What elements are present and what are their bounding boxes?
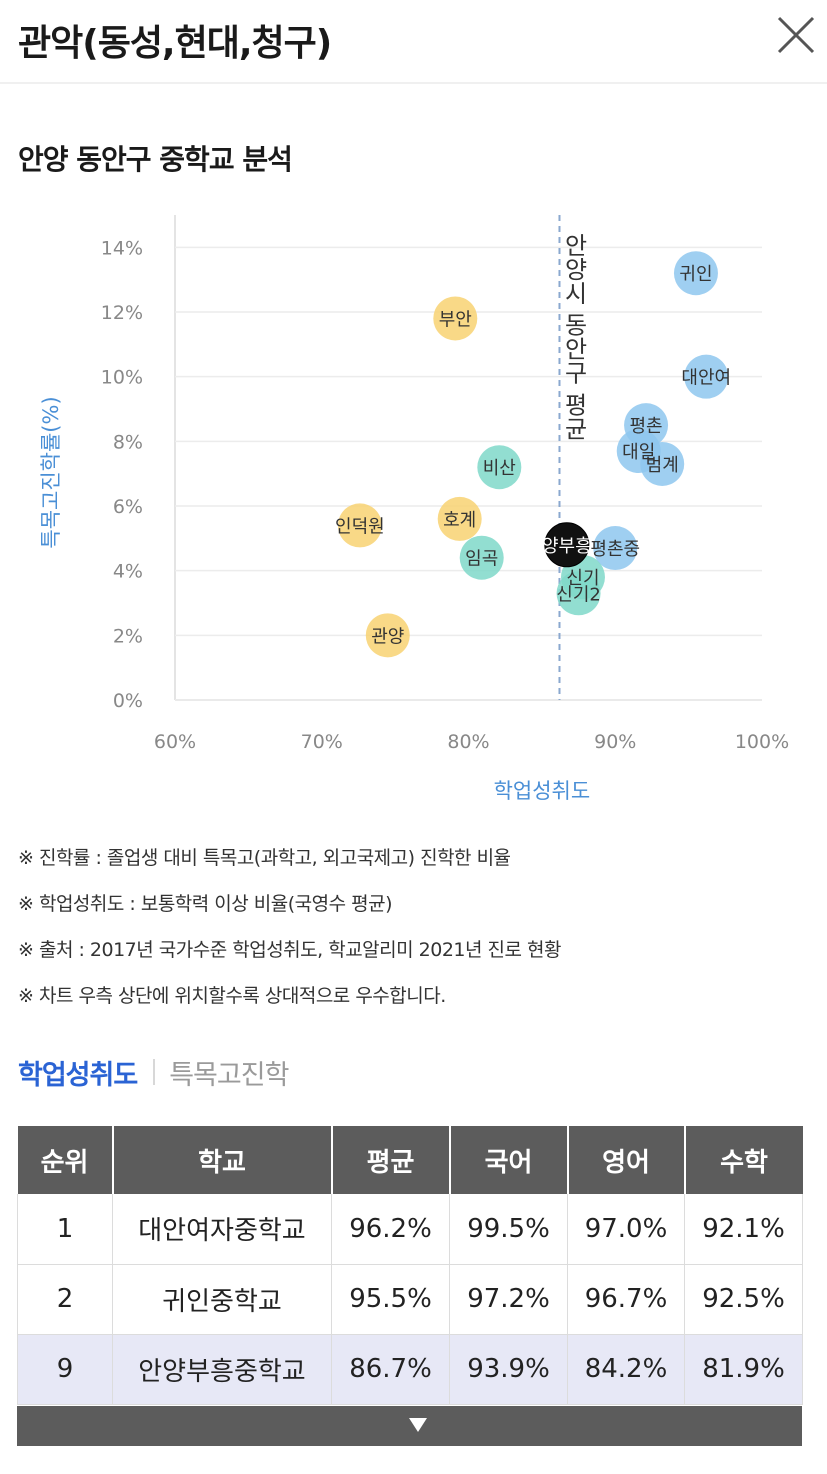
- y-tick-label: 12%: [101, 302, 143, 324]
- cell-english: 96.7%: [567, 1264, 685, 1335]
- data-label: 임곡: [465, 549, 498, 570]
- scatter-point: [433, 296, 478, 341]
- scatter-point: [459, 535, 504, 580]
- y-tick-label: 10%: [101, 367, 143, 389]
- cell-math: 92.1%: [684, 1194, 803, 1265]
- scatter-point: [544, 522, 590, 568]
- y-tick-label: 2%: [113, 625, 143, 647]
- ranking-table: 순위 학교 평균 국어 영어 수학 1 대안여자중학교 96.2% 99.5% …: [17, 1126, 803, 1405]
- table-row-highlighted: 9 안양부흥중학교 86.7% 93.9% 84.2% 81.9%: [17, 1334, 803, 1405]
- cell-korean: 93.9%: [449, 1334, 568, 1405]
- cell-school: 안양부흥중학교: [112, 1334, 332, 1405]
- data-label: 평촌: [630, 416, 663, 437]
- col-header-rank: 순위: [17, 1126, 114, 1194]
- scatter-point: [437, 496, 482, 541]
- x-tick-label: 90%: [594, 731, 636, 753]
- cell-rank: 9: [17, 1334, 113, 1405]
- x-tick-label: 60%: [154, 731, 196, 753]
- triangle-down-icon: [409, 1418, 427, 1432]
- cell-average: 95.5%: [331, 1264, 450, 1335]
- tab-divider: [153, 1059, 156, 1085]
- tab-bar: 학업성취도 특목고진학: [18, 1052, 289, 1092]
- scatter-point: [477, 445, 522, 490]
- y-tick-label: 14%: [101, 237, 143, 259]
- data-label: 신기: [566, 568, 599, 589]
- scatter-point: [684, 354, 729, 399]
- data-label: 범계: [646, 455, 679, 476]
- col-header-korean: 국어: [449, 1126, 569, 1194]
- close-icon: [777, 16, 815, 54]
- tab-achievement[interactable]: 학업성취도: [18, 1059, 138, 1091]
- y-tick-label: 4%: [113, 561, 143, 583]
- data-label: 비산: [483, 458, 516, 479]
- cell-english: 84.2%: [567, 1334, 685, 1405]
- cell-rank: 1: [17, 1194, 113, 1265]
- cell-average: 86.7%: [331, 1334, 450, 1405]
- table-header-row: 순위 학교 평균 국어 영어 수학: [17, 1126, 803, 1194]
- col-header-math: 수학: [684, 1126, 803, 1194]
- y-axis-title: 특목고진학률(%): [39, 396, 63, 548]
- section-title: 안양 동안구 중학교 분석: [18, 143, 293, 176]
- cell-korean: 97.2%: [449, 1264, 568, 1335]
- expand-table-button[interactable]: [17, 1406, 802, 1446]
- cell-math: 81.9%: [684, 1334, 803, 1405]
- data-label: 부안: [439, 309, 472, 330]
- x-axis-title: 학업성취도: [494, 779, 591, 803]
- scatter-point: [593, 526, 638, 571]
- scatter-chart-svg: 0% 2% 4% 6% 8% 10% 12% 14% 60% 70% 80% 90% 100% 학업성취도…: [39, 215, 789, 803]
- data-label: 대일: [622, 442, 655, 463]
- scatter-point: [640, 441, 685, 486]
- y-tick-label: 8%: [113, 431, 143, 453]
- note-item: ※ 진학률 : 졸업생 대비 특목고(과학고, 외고국제고) 진학한 비율: [18, 847, 511, 869]
- panel-title: 관악(동성,현대,청구): [18, 23, 332, 64]
- data-label: 양부흥: [542, 536, 592, 557]
- data-label: 평촌중: [590, 539, 640, 560]
- cell-school: 귀인중학교: [112, 1264, 332, 1335]
- cell-average: 96.2%: [331, 1194, 450, 1265]
- col-header-average: 평균: [331, 1126, 451, 1194]
- scatter-point: [556, 571, 601, 616]
- col-header-school: 학교: [112, 1126, 333, 1194]
- data-label: 귀인: [679, 264, 712, 285]
- note-item: ※ 차트 우측 상단에 위치할수록 상대적으로 우수합니다.: [18, 985, 446, 1007]
- data-label: 인덕원: [335, 516, 385, 537]
- table-row: 1 대안여자중학교 96.2% 99.5% 97.0% 92.1%: [17, 1194, 803, 1265]
- x-tick-label: 80%: [447, 731, 489, 753]
- panel-header: 관악(동성,현대,청구): [0, 0, 827, 84]
- cell-school: 대안여자중학교: [112, 1194, 332, 1265]
- note-item: ※ 출처 : 2017년 국가수준 학업성취도, 학교알리미 2021년 진로 …: [18, 939, 562, 961]
- reference-line-label: 안양시 동안구 평균: [559, 233, 587, 440]
- scatter-point: [337, 503, 382, 548]
- scatter-point: [365, 613, 410, 658]
- scatter-chart: 0% 2% 4% 6% 8% 10% 12% 14% 60% 70% 80% 90% 100% 학업성취도…: [0, 200, 827, 820]
- x-tick-label: 70%: [301, 731, 343, 753]
- x-tick-label: 100%: [735, 731, 789, 753]
- data-label: 신기2: [556, 584, 601, 605]
- table-row: 2 귀인중학교 95.5% 97.2% 96.7% 92.5%: [17, 1264, 803, 1335]
- data-label: 호계: [443, 510, 476, 531]
- cell-english: 97.0%: [567, 1194, 685, 1265]
- cell-korean: 99.5%: [449, 1194, 568, 1265]
- cell-rank: 2: [17, 1264, 113, 1335]
- tab-special-school[interactable]: 특목고진학: [169, 1059, 289, 1091]
- scatter-point: [673, 251, 718, 296]
- cell-math: 92.5%: [684, 1264, 803, 1335]
- data-label: 관양: [371, 626, 404, 647]
- close-button[interactable]: [773, 12, 819, 58]
- note-item: ※ 학업성취도 : 보통학력 이상 비율(국영수 평균): [18, 893, 393, 915]
- col-header-english: 영어: [567, 1126, 686, 1194]
- y-tick-label: 0%: [113, 690, 143, 712]
- notes: ※ 진학률 : 졸업생 대비 특목고(과학고, 외고국제고) 진학한 비율 ※ …: [18, 840, 808, 1024]
- data-label: 대안여: [681, 368, 731, 389]
- y-tick-label: 6%: [113, 496, 143, 518]
